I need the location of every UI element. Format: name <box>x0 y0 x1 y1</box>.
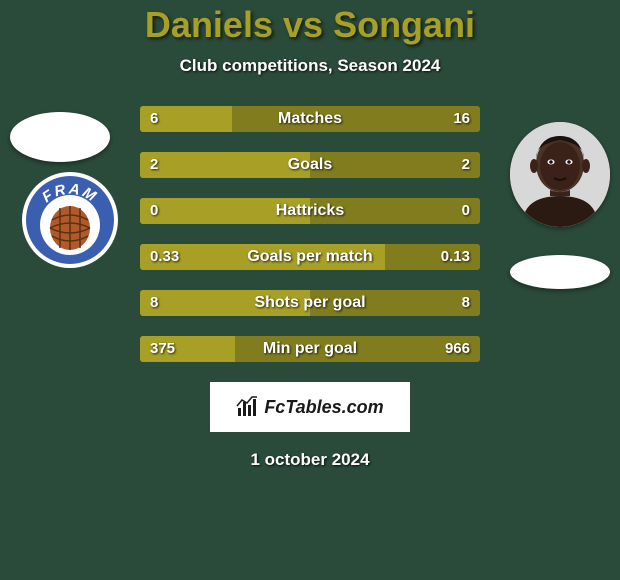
stat-row: Goals per match0.33 0.13 <box>140 244 480 270</box>
stat-row: Goals2 2 <box>140 152 480 178</box>
stat-value-right: 0 <box>462 198 470 224</box>
subtitle: Club competitions, Season 2024 <box>0 56 620 76</box>
stat-value-left: 0 <box>150 198 158 224</box>
player2-club-badge-placeholder <box>510 255 610 289</box>
player1-avatar-placeholder <box>10 112 110 162</box>
stat-row: Matches6 16 <box>140 106 480 132</box>
fctables-logo: FcTables.com <box>210 382 410 432</box>
chart-icon <box>236 396 258 418</box>
stats-bars: Matches6 16 Goals2 2 Hattricks0 0 Goals per ma… <box>140 106 480 362</box>
stat-row: Hattricks0 0 <box>140 198 480 224</box>
player1-club-badge: FRAM <box>20 170 120 270</box>
stat-label: Matches <box>140 106 480 132</box>
stat-label: Hattricks <box>140 198 480 224</box>
stat-label: Goals per match <box>140 244 480 270</box>
stat-row: Shots per goal8 8 <box>140 290 480 316</box>
infographic-container: Daniels vs Songani Club competitions, Se… <box>0 0 620 580</box>
stat-label: Min per goal <box>140 336 480 362</box>
footer-logo-text: FcTables.com <box>264 397 383 418</box>
title-player2: Songani <box>333 4 475 45</box>
title-vs: vs <box>283 4 323 45</box>
player2-avatar <box>510 122 610 227</box>
stat-value-right: 966 <box>445 336 470 362</box>
stat-value-left: 375 <box>150 336 175 362</box>
stat-value-right: 0.13 <box>441 244 470 270</box>
stat-value-left: 0.33 <box>150 244 179 270</box>
date: 1 october 2024 <box>0 450 620 470</box>
title: Daniels vs Songani <box>0 4 620 46</box>
stat-value-right: 16 <box>453 106 470 132</box>
stat-label: Goals <box>140 152 480 178</box>
stat-label: Shots per goal <box>140 290 480 316</box>
title-player1: Daniels <box>145 4 273 45</box>
stat-value-left: 8 <box>150 290 158 316</box>
stat-value-left: 2 <box>150 152 158 178</box>
stat-row: Min per goal375 966 <box>140 336 480 362</box>
stat-value-right: 2 <box>462 152 470 178</box>
stat-value-right: 8 <box>462 290 470 316</box>
stat-value-left: 6 <box>150 106 158 132</box>
